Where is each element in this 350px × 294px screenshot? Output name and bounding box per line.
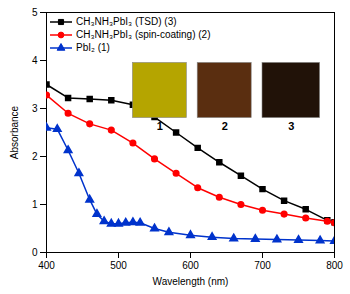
svg-text:Wavelength (nm): Wavelength (nm)	[153, 276, 229, 287]
svg-text:700: 700	[254, 260, 271, 271]
svg-text:4: 4	[32, 55, 38, 66]
svg-text:400: 400	[38, 260, 55, 271]
html-text:CH₃NH₃PbI₃ (spin-coating) (2): CH₃NH₃PbI₃ (spin-coating) (2)	[76, 29, 211, 40]
svg-text:3: 3	[32, 103, 38, 114]
html-text:PbI₂ (1): PbI₂ (1)	[76, 42, 110, 53]
svg-text:2: 2	[32, 151, 38, 162]
svg-text:800: 800	[326, 260, 343, 271]
svg-text:1: 1	[157, 120, 163, 132]
svg-text:2: 2	[222, 120, 228, 132]
svg-text:Absorbance: Absorbance	[9, 105, 20, 159]
svg-text:3: 3	[288, 120, 294, 132]
svg-text:500: 500	[110, 260, 127, 271]
svg-text:1: 1	[32, 199, 38, 210]
svg-text:600: 600	[182, 260, 199, 271]
svg-text:5: 5	[32, 7, 38, 18]
html-text:CH₃NH₃PbI₃ (TSD) (3): CH₃NH₃PbI₃ (TSD) (3)	[76, 16, 177, 27]
svg-text:0: 0	[32, 247, 38, 258]
